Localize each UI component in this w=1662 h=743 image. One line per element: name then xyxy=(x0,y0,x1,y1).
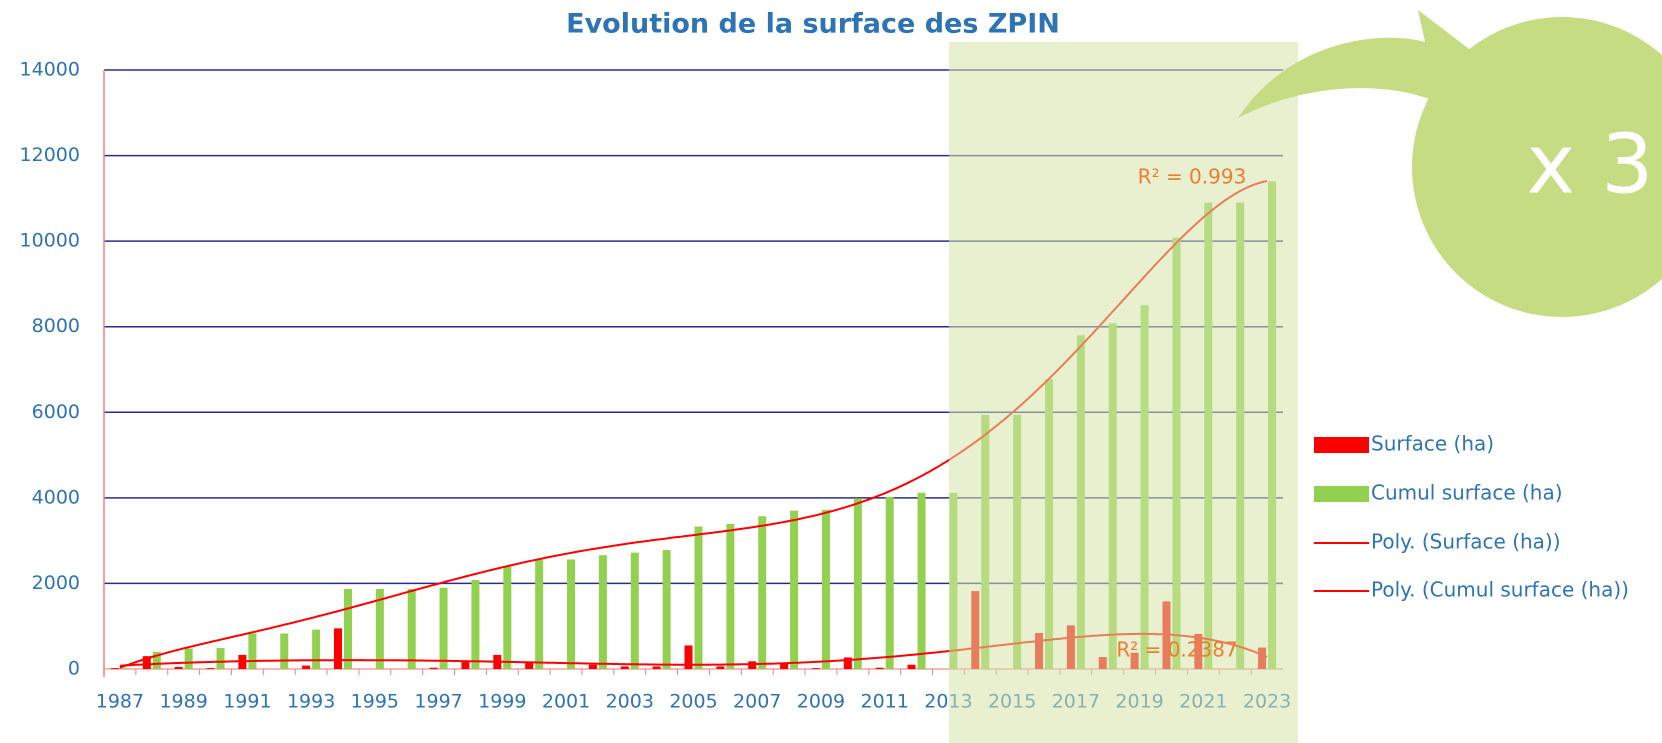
x-tick-label: 1991 xyxy=(223,691,271,713)
x-tick-label: 2003 xyxy=(606,691,654,713)
r2-label: R² = 0.2387 xyxy=(1116,638,1237,662)
page: {"chart_data": {"type": "bar", "title": … xyxy=(0,0,1662,743)
bar xyxy=(908,665,916,669)
bar xyxy=(280,633,288,669)
bar xyxy=(503,566,511,669)
x-tick-label: 2007 xyxy=(733,691,781,713)
bar xyxy=(631,553,639,669)
x-tick-label: 2009 xyxy=(797,691,845,713)
bar xyxy=(695,527,703,669)
bar xyxy=(535,559,543,669)
bar xyxy=(748,661,756,669)
bar xyxy=(812,668,820,669)
bar xyxy=(111,668,119,669)
x-tick-label: 2001 xyxy=(542,691,590,713)
bar xyxy=(876,668,884,669)
bar xyxy=(207,668,215,669)
bar xyxy=(758,516,766,669)
annotation: x 3 xyxy=(1527,117,1654,212)
bar xyxy=(790,511,798,669)
y-tick-label: 4000 xyxy=(32,486,80,508)
x-tick-label: 1997 xyxy=(414,691,462,713)
bar xyxy=(175,667,183,669)
bar xyxy=(461,662,469,669)
bar xyxy=(471,580,479,669)
bar xyxy=(567,559,575,669)
x-tick-label: 1993 xyxy=(287,691,335,713)
legend-label: Poly. (Surface (ha)) xyxy=(1371,530,1561,554)
bar xyxy=(344,589,352,669)
chart-title: Evolution de la surface des ZPIN xyxy=(566,9,1060,40)
chart: Evolution de la surface des ZPIN 0 2000 40… xyxy=(0,0,1662,743)
bar xyxy=(663,550,671,669)
bar xyxy=(918,493,926,669)
y-tick-label: 12000 xyxy=(20,144,80,166)
bar xyxy=(334,628,342,669)
y-tick-label: 8000 xyxy=(32,315,80,337)
legend-label: Poly. (Cumul surface (ha)) xyxy=(1371,578,1629,602)
legend-swatch xyxy=(1314,486,1369,502)
x-tick-label: 1995 xyxy=(351,691,399,713)
bar xyxy=(312,630,320,669)
y-tick-label: 10000 xyxy=(20,230,80,252)
y-tick-label: 0 xyxy=(68,658,80,680)
bar xyxy=(599,555,607,669)
y-tick-label: 6000 xyxy=(32,401,80,423)
legend-swatch xyxy=(1314,437,1369,453)
bar xyxy=(854,498,862,669)
bar xyxy=(121,668,129,669)
bar xyxy=(653,666,661,669)
x-tick-label: 2005 xyxy=(669,691,717,713)
bar xyxy=(525,663,533,669)
bar xyxy=(408,589,416,669)
y-tick-label: 2000 xyxy=(32,572,80,594)
bar xyxy=(248,633,256,669)
bar xyxy=(716,666,724,669)
bar xyxy=(886,497,894,669)
r2-label: R² = 0.993 xyxy=(1138,165,1247,189)
bar xyxy=(440,588,448,669)
bar xyxy=(430,668,438,669)
bar xyxy=(621,666,629,669)
bar xyxy=(726,524,734,669)
legend-label: Surface (ha) xyxy=(1371,432,1494,456)
bar xyxy=(302,666,310,669)
legend: Surface (ha) Cumul surface (ha) Poly. (Sur… xyxy=(1314,432,1629,602)
bar xyxy=(185,648,193,669)
x-tick-label: 1999 xyxy=(478,691,526,713)
x-tick-label: 2011 xyxy=(861,691,909,713)
legend-label: Cumul surface (ha) xyxy=(1371,481,1563,505)
x-tick-label: 1987 xyxy=(96,691,144,713)
bar xyxy=(589,665,597,669)
x-tick-label: 1989 xyxy=(159,691,207,713)
bar xyxy=(822,510,830,669)
bar xyxy=(217,648,225,669)
y-tick-label: 14000 xyxy=(20,59,80,81)
